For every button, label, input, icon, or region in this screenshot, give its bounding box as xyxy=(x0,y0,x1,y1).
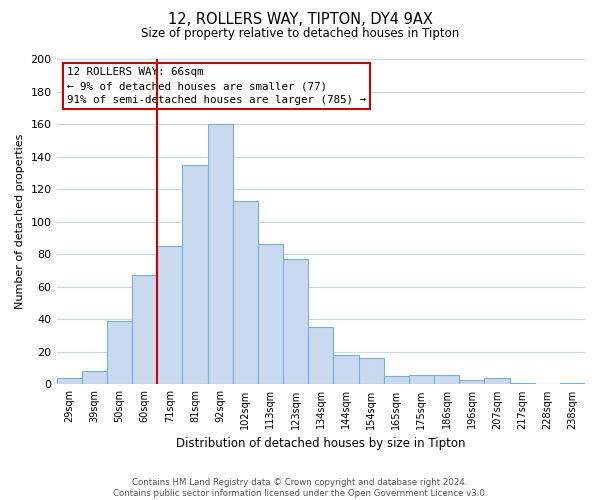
Bar xyxy=(334,355,359,384)
Bar xyxy=(258,244,283,384)
Bar xyxy=(434,374,459,384)
Bar xyxy=(283,259,308,384)
Bar xyxy=(132,276,157,384)
Bar xyxy=(56,378,82,384)
Bar xyxy=(233,200,258,384)
Bar xyxy=(157,246,182,384)
Bar xyxy=(308,328,334,384)
Bar xyxy=(509,383,535,384)
Text: 12, ROLLERS WAY, TIPTON, DY4 9AX: 12, ROLLERS WAY, TIPTON, DY4 9AX xyxy=(167,12,433,28)
X-axis label: Distribution of detached houses by size in Tipton: Distribution of detached houses by size … xyxy=(176,437,466,450)
Bar xyxy=(409,374,434,384)
Bar xyxy=(459,380,484,384)
Bar xyxy=(484,378,509,384)
Bar xyxy=(383,376,409,384)
Bar xyxy=(82,372,107,384)
Y-axis label: Number of detached properties: Number of detached properties xyxy=(15,134,25,310)
Text: 12 ROLLERS WAY: 66sqm
← 9% of detached houses are smaller (77)
91% of semi-detac: 12 ROLLERS WAY: 66sqm ← 9% of detached h… xyxy=(67,67,366,105)
Bar xyxy=(107,321,132,384)
Bar xyxy=(560,383,585,384)
Bar xyxy=(182,165,208,384)
Text: Contains HM Land Registry data © Crown copyright and database right 2024.
Contai: Contains HM Land Registry data © Crown c… xyxy=(113,478,487,498)
Text: Size of property relative to detached houses in Tipton: Size of property relative to detached ho… xyxy=(141,28,459,40)
Bar xyxy=(359,358,383,384)
Bar xyxy=(208,124,233,384)
